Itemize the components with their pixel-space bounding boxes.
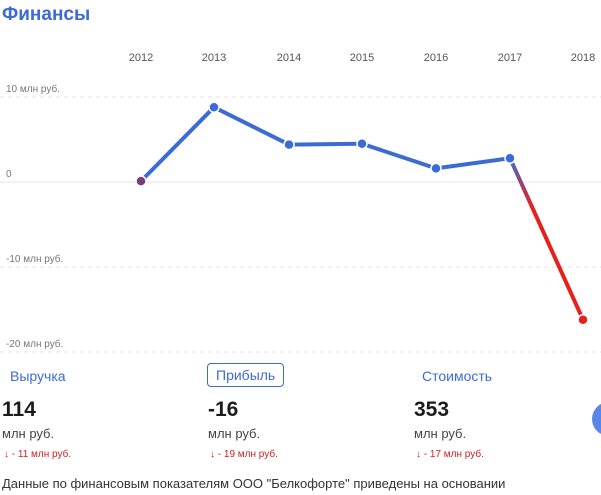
page-title: Финансы (2, 4, 91, 25)
data-point[interactable] (283, 138, 295, 151)
data-point[interactable] (208, 101, 220, 113)
metric-profit[interactable]: Прибыль (207, 363, 285, 387)
metric-profit-block: -16 млн руб. ↓ - 19 млн руб. (208, 398, 278, 460)
series-line-segment (212, 105, 291, 147)
x-tick-label: 2015 (350, 52, 374, 64)
series-line-segment (508, 156, 585, 322)
next-metrics-button[interactable] (592, 402, 601, 436)
x-tick-label: 2013 (202, 52, 226, 64)
metric-profit-change: ↓ - 19 млн руб. (210, 449, 278, 460)
y-tick-label: 10 млн руб. (6, 83, 60, 95)
x-tick-label: 2018 (571, 52, 595, 64)
y-tick-label: -10 млн руб. (6, 253, 63, 265)
data-point[interactable] (504, 152, 516, 164)
data-source-note: Данные по финансовым показателям ООО "Бе… (2, 476, 506, 491)
metric-value-label[interactable]: Стоимость (422, 368, 493, 384)
metric-revenue-value: 114 (2, 398, 36, 421)
series-line-segment (360, 141, 438, 171)
x-tick-label: 2014 (277, 52, 301, 64)
metric-value[interactable]: Стоимость (422, 368, 492, 384)
metric-revenue-label[interactable]: Выручка (10, 368, 66, 384)
metric-revenue-unit: млн руб. (2, 426, 55, 441)
metric-revenue-block: 114 млн руб. ↓ - 11 млн руб. (2, 398, 71, 460)
metric-value-value: 353 (414, 398, 450, 421)
y-tick-label: -20 млн руб. (6, 338, 63, 350)
metric-value-change: ↓ - 17 млн руб. (416, 449, 484, 460)
x-tick-label: 2016 (424, 52, 448, 64)
finance-line-chart: 10 млн руб. 0 -10 млн руб. -20 млн руб. 201… (0, 52, 601, 353)
metric-revenue-change: ↓ - 11 млн руб. (4, 449, 72, 460)
metric-value-block: 353 млн руб. ↓ - 17 млн руб. (414, 398, 484, 460)
y-tick-label: 0 (6, 169, 12, 180)
x-tick-label: 2017 (498, 52, 522, 64)
data-point[interactable] (356, 138, 368, 150)
series-line-segment (287, 141, 364, 147)
x-tick-label: 2012 (129, 52, 153, 64)
data-point[interactable] (430, 162, 442, 175)
metric-profit-unit: млн руб. (208, 426, 261, 441)
metric-revenue[interactable]: Выручка (10, 368, 66, 384)
series-line-segment (434, 156, 512, 171)
metric-profit-label[interactable]: Прибыль (207, 363, 285, 387)
metric-value-unit: млн руб. (414, 426, 467, 441)
metric-profit-value: -16 (208, 398, 239, 421)
series-line-segment (139, 105, 216, 184)
data-point[interactable] (577, 313, 589, 326)
data-point[interactable] (135, 175, 147, 187)
